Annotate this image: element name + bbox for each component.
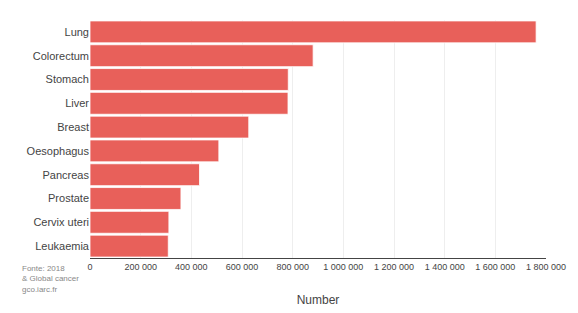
- svg-text:400 000: 400 000: [175, 262, 208, 272]
- svg-text:Oesophagus: Oesophagus: [27, 145, 90, 157]
- svg-text:1 000 000: 1 000 000: [323, 262, 363, 272]
- svg-text:Breast: Breast: [57, 121, 89, 133]
- svg-text:1 600 000: 1 600 000: [475, 262, 515, 272]
- svg-text:Stomach: Stomach: [46, 73, 89, 85]
- svg-text:Number: Number: [297, 293, 340, 307]
- svg-text:Lung: Lung: [65, 26, 89, 38]
- svg-text:Pancreas: Pancreas: [43, 169, 90, 181]
- svg-text:Cervix uteri: Cervix uteri: [33, 216, 89, 228]
- svg-text:200 000: 200 000: [124, 262, 157, 272]
- svg-text:1 400 000: 1 400 000: [425, 262, 465, 272]
- svg-text:1 200 000: 1 200 000: [374, 262, 414, 272]
- svg-text:0: 0: [87, 262, 92, 272]
- svg-text:800 000: 800 000: [276, 262, 309, 272]
- svg-text:Colorectum: Colorectum: [33, 50, 89, 62]
- svg-text:Fonte: 2018& Global cancergco.: Fonte: 2018& Global cancergco.iarc.fr: [22, 264, 79, 294]
- svg-text:Liver: Liver: [65, 97, 89, 109]
- svg-text:Leukaemia: Leukaemia: [35, 240, 90, 252]
- svg-text:Prostate: Prostate: [48, 192, 89, 204]
- svg-text:600 000: 600 000: [226, 262, 259, 272]
- svg-text:1 800 000: 1 800 000: [526, 262, 566, 272]
